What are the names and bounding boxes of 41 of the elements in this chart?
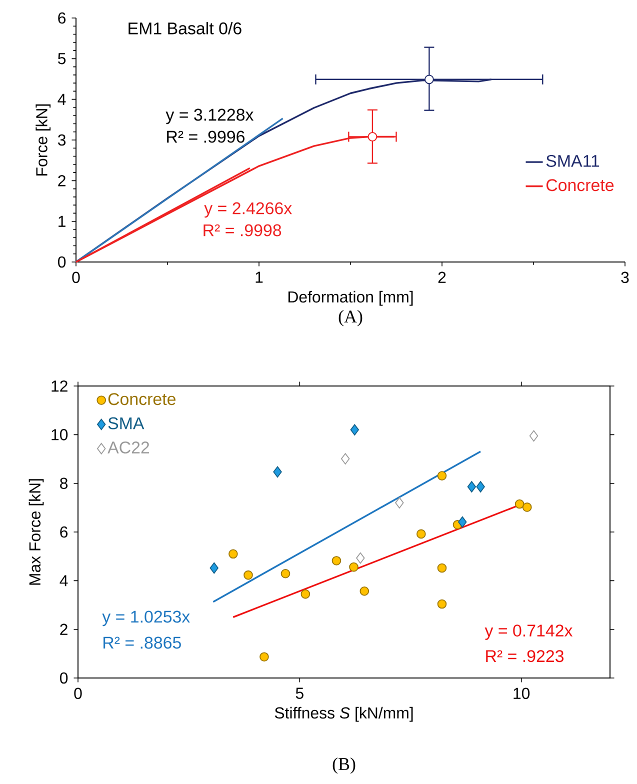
y-tick-label: 5 (58, 53, 66, 64)
y-tick-label: 4 (58, 94, 66, 105)
legend-label: Concrete (546, 179, 614, 192)
chart-title: EM1 Basalt 0/6 (128, 22, 242, 34)
x-tick-label: 0 (74, 688, 82, 700)
legend-label: AC22 (108, 442, 150, 454)
x-tick-label: 0 (72, 272, 80, 284)
annotation: y = 2.4266x (204, 202, 292, 218)
x-tick-label: 3 (621, 272, 629, 284)
x-tick-label: 1 (256, 272, 263, 283)
annotation: R² = .9996 (167, 130, 244, 143)
annotation: y = 0.7142x (484, 624, 573, 640)
y-tick-label: 3 (58, 134, 66, 146)
y-tick-label: 6 (58, 12, 66, 24)
annotation: y = 1.0253x (102, 610, 190, 626)
y-tick-label: 4 (60, 575, 68, 586)
y-tick-label: 8 (60, 478, 68, 489)
y-tick-label: 0 (58, 256, 66, 268)
annotation: y = 3.1228x (166, 108, 254, 124)
y-tick-label: 1 (58, 216, 66, 227)
x-tick-label: 5 (296, 688, 304, 699)
x-tick-label: 2 (438, 272, 446, 283)
text: (B) (332, 757, 356, 774)
y-tick-label: 12 (52, 380, 68, 392)
x-tick-label: 10 (514, 688, 530, 700)
annotation: R² = .9998 (204, 224, 282, 236)
legend-label: Concrete (108, 393, 176, 406)
y-tick-label: 10 (52, 429, 68, 440)
x-axis-title: Deformation [mm] (288, 290, 413, 306)
x-axis-title: Stiffness S [kN/mm] (274, 706, 413, 722)
legend-label: SMA11 (546, 154, 600, 167)
y-tick-label: 2 (58, 175, 66, 186)
y-axis-title: Max Force [kN] (28, 479, 44, 585)
y-axis-title: Force [kN] (36, 104, 51, 176)
text: (A) (338, 310, 362, 326)
y-tick-label: 0 (60, 672, 68, 684)
annotation: R² = .8865 (104, 636, 181, 649)
y-tick-label: 2 (60, 624, 68, 635)
legend-label: SMA (108, 417, 144, 430)
y-tick-label: 6 (60, 526, 68, 538)
annotation: R² = .9223 (486, 650, 564, 662)
